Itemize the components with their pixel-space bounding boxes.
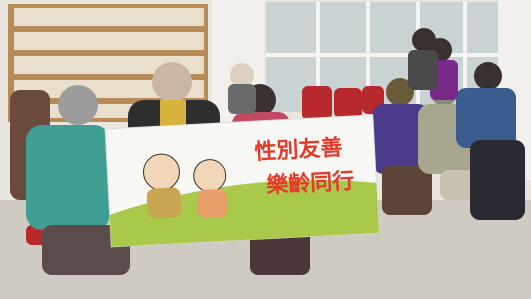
banner: 性別友善 樂齡同行 [105, 115, 379, 247]
cartoon-woman-body [196, 189, 227, 219]
banner-line1: 性別友善 [254, 135, 343, 166]
photo: 性別友善 樂齡同行 [0, 0, 531, 299]
cartoon-man-body [146, 187, 182, 219]
banner-line2: 樂齡同行 [266, 168, 355, 199]
